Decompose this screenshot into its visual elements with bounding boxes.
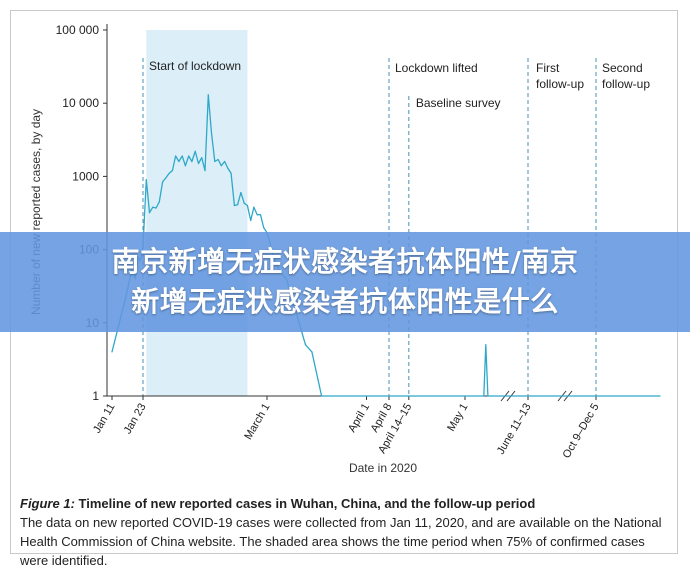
data-point [259,214,262,216]
data-point [489,395,491,397]
data-point [152,206,154,208]
data-point [145,179,147,181]
data-point [155,207,157,209]
data-point [485,344,487,346]
data-point [365,395,368,397]
data-point [184,165,186,167]
data-point [487,395,489,397]
data-point [168,172,170,174]
data-point [304,344,307,346]
data-point [191,160,193,163]
y-tick-label: 1 [92,389,99,403]
data-point [111,351,113,353]
data-point [250,219,252,222]
series-line [111,94,660,397]
data-point [194,150,196,152]
event-label-start-of-lockdown: Start of lockdown [149,59,241,73]
event-label-lockdown-lifted: Lockdown lifted [395,61,478,75]
x-tick-label-may-1: May 1 [445,402,470,434]
data-point [217,158,219,161]
data-point [162,181,164,183]
data-point [158,201,160,203]
data-point [263,227,265,229]
data-point [214,160,216,163]
data-point [230,172,232,174]
x-tick-label-april-1: April 1 [346,402,372,435]
data-point [148,212,151,214]
data-point [253,206,255,208]
figure-title: Timeline of new reported cases in Wuhan,… [78,496,536,511]
data-point [171,170,173,172]
data-point [181,155,183,157]
data-point [237,204,239,206]
caption-heading: Figure 1: Timeline of new reported cases… [20,494,670,513]
banner-line-2: 新增无症状感染者抗体阳性是什么 [131,285,559,318]
data-point [321,395,323,397]
x-axis-label: Date in 2020 [349,461,417,475]
data-point [659,395,661,397]
caption-body: The data on new reported COVID-19 cases … [20,515,662,568]
data-point [201,157,203,159]
event-label-first-follow-up: First follow-up [536,61,584,91]
data-point [243,202,245,204]
x-tick-label-jan-11: Jan 11 [91,402,118,436]
overlay-banner: 南京新增无症状感染者抗体阳性/南京 新增无症状感染者抗体阳性是什么 [0,232,690,332]
data-point [207,94,209,96]
banner-line-1: 南京新增无症状感染者抗体阳性/南京 [111,245,579,278]
y-tick-label: 10 000 [62,96,99,110]
data-point [311,351,313,353]
banner-title: 南京新增无症状感染者抗体阳性/南京 新增无症状感染者抗体阳性是什么 [45,242,645,322]
x-tick-label-oct-9-dec-5: Oct 9–Dec 5 [561,402,602,461]
data-point [175,155,177,157]
figure-caption: Figure 1: Timeline of new reported cases… [20,494,670,570]
data-point [246,204,248,207]
data-point [178,160,180,163]
x-tick-label-march-1: March 1 [242,402,272,442]
x-tick-label-jan-23: Jan 23 [122,402,149,437]
data-point [233,204,235,207]
figure-label: Figure 1: [20,496,75,511]
event-label-baseline-survey: Baseline survey [416,96,501,110]
data-point [210,132,213,134]
data-point [483,395,485,397]
data-point [227,167,229,169]
event-label-second-follow-up: Second follow-up [602,61,650,91]
data-point [220,165,222,167]
shaded-period [146,30,248,396]
data-point [240,192,242,194]
data-point [464,395,466,397]
y-tick-label: 1000 [72,169,99,183]
x-tick-label-june-11-13: June 11–13 [495,402,534,457]
y-tick-label: 100 000 [56,23,100,37]
data-point [188,155,190,157]
data-point [256,214,258,216]
data-point [165,177,167,179]
data-point [224,160,226,163]
data-point [204,170,206,172]
data-point [197,162,200,165]
data-point [411,395,413,397]
